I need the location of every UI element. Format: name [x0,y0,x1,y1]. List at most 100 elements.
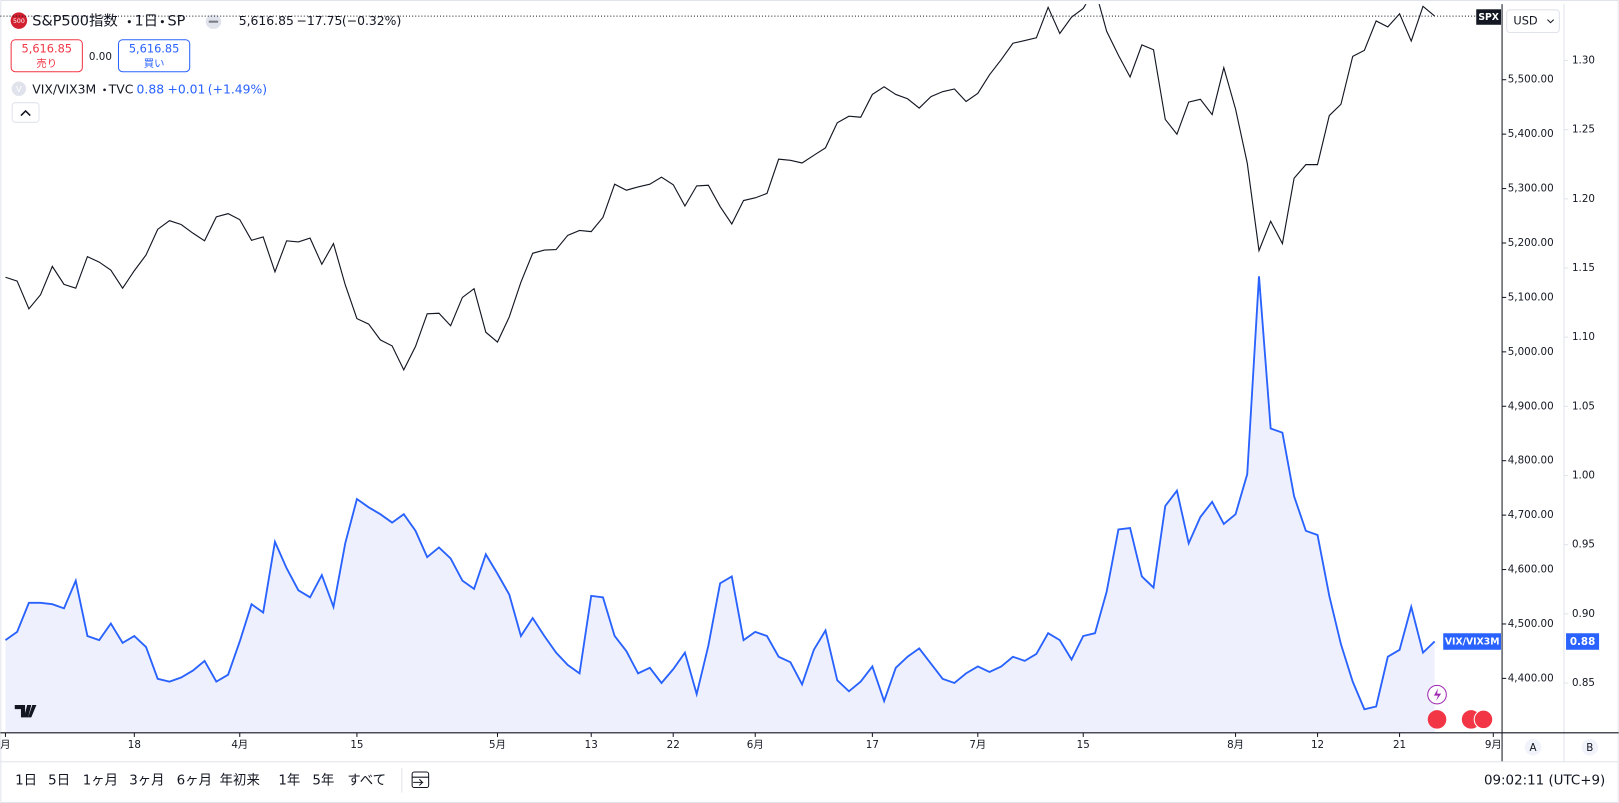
y2-tick-label: 0.95 [1572,539,1595,551]
x-tick-label: 8月 [1227,739,1244,751]
series-tag [1443,633,1502,650]
y-tick-label: 4,800.00 [1508,455,1554,467]
badge-text: 500 [13,18,25,25]
spx-tag [1476,9,1502,25]
range-button[interactable]: 3ヶ月 [129,773,164,788]
separator-dot [103,88,106,92]
y-tick-label: 5,400.00 [1508,128,1554,140]
series-tag-text: VIX/VIX3M [1445,637,1500,648]
exchange: SP [168,14,186,30]
range-toolbar: 1日 5日 1ヶ月 3ヶ月 6ヶ月 年初来 1年 5年 すべて [15,772,386,788]
event-icon[interactable] [1473,709,1494,730]
vix-source: TVC [108,82,134,96]
y-tick-label: 5,200.00 [1508,237,1554,249]
y-tick-label: 4,600.00 [1508,564,1554,576]
axis-button[interactable] [1524,739,1542,756]
x-tick-label: 15 [1077,739,1090,751]
range-button[interactable]: 6ヶ月 [177,773,212,788]
collapse-button[interactable] [11,102,40,123]
spread: 0.00 [89,51,112,63]
hide-icon-bar [208,20,219,23]
x-tick-label: 21 [1393,739,1406,751]
buy-label: 買い [144,58,165,70]
event-icon-bolt [1433,688,1442,701]
sell-button[interactable] [10,39,83,73]
x-tick-label: 9月 [1485,739,1502,751]
y-tick-label: 4,500.00 [1508,618,1554,630]
event-icon[interactable] [1427,710,1447,729]
y2-tick-label: 0.85 [1572,677,1595,689]
x-tick-label: 13 [585,739,598,751]
y2-tick-label: 1.15 [1572,262,1595,274]
x-tick-label: 5月 [489,739,506,751]
clock: 09:02:11 (UTC+9) [1484,773,1605,788]
x-tick-label: 6月 [747,739,764,751]
y-tick-label: 5,000.00 [1508,346,1554,358]
y2-tick-label: 0.90 [1572,608,1595,620]
vix-last: 0.88 [137,82,165,96]
x-tick-label: 4月 [231,739,248,751]
axis-a: A [1529,742,1536,754]
currency: USD [1513,14,1538,28]
axis-button[interactable] [1581,739,1599,756]
x-tick-label: 7月 [969,739,986,751]
y-tick-label: 4,900.00 [1508,400,1554,412]
spx-tag-text: SPX [1478,12,1499,23]
separator-dot [160,20,164,24]
vix-badge-text: V [16,84,22,94]
range-button[interactable]: 年初来 [220,772,260,788]
x-tick-label: 17 [866,739,879,751]
x-tick-label: 月 [0,739,10,751]
price-tag-text: 0.88 [1570,636,1595,648]
price-tag [1566,633,1600,650]
spx-change: −17.75 [297,14,343,28]
range-button[interactable]: すべて [347,772,386,788]
vix-name: VIX/VIX3M [32,82,96,96]
range-button[interactable]: 1ヶ月 [83,773,118,788]
range-button[interactable]: 1日 [15,773,37,788]
area-fill [5,276,1435,733]
buy-price: 5,616.85 [129,42,180,56]
range-button[interactable]: 5日 [48,773,70,788]
series-line [5,4,1436,372]
y2-tick-label: 1.25 [1572,124,1595,136]
range-button[interactable]: 1年 [278,772,300,788]
vix-badge [11,81,27,96]
interval: 1日 [134,14,158,30]
x-tick-label: 22 [667,739,680,751]
legend-spx: S&P500指数 [32,13,118,30]
y2-tick-label: 1.05 [1572,400,1595,412]
currency-dropdown[interactable] [1506,9,1560,34]
x-tick-label: 18 [128,739,141,751]
y-tick-label: 5,300.00 [1508,183,1554,195]
x-tick-label: 15 [350,739,363,751]
sell-label: 売り [36,57,57,70]
spx-change-pct: (−0.32%) [342,14,401,28]
dropdown-icon [1547,19,1555,24]
range-button[interactable]: 5年 [312,772,334,788]
y2-tick-label: 1.20 [1572,193,1595,205]
y-tick-label: 4,700.00 [1508,509,1554,521]
calendar-icon[interactable] [411,771,430,789]
sell-price: 5,616.85 [21,42,72,56]
y2-tick-label: 1.00 [1572,470,1595,482]
x-tick-label: 12 [1311,739,1324,751]
plot-area [4,4,1436,733]
vix-change: +0.01 [168,82,206,96]
y-tick-label: 5,500.00 [1508,74,1554,86]
series-line [4,276,1436,711]
collapse-icon [20,109,31,117]
separator-dot [127,20,131,24]
axis-b: B [1586,742,1593,754]
y-tick-label: 4,400.00 [1508,672,1554,684]
spx-last: 5,616.85 [239,14,294,28]
vix-change-pct: (+1.49%) [208,82,267,96]
series-name: S&P500指数 [32,13,118,30]
y2-tick-label: 1.30 [1572,54,1595,66]
logo [14,704,37,718]
y2-tick-label: 1.10 [1572,331,1595,343]
buy-button[interactable] [117,39,191,73]
y-tick-label: 5,100.00 [1508,291,1554,303]
